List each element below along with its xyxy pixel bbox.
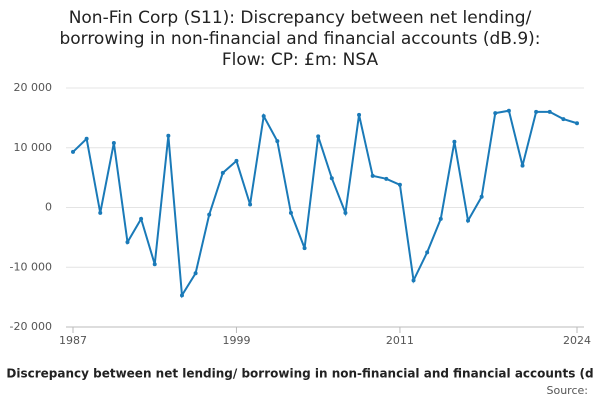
- point: [111, 140, 116, 145]
- x-tick-label: 1999: [222, 334, 250, 347]
- y-tick-label: 20 000: [14, 81, 53, 94]
- point: [125, 240, 130, 245]
- point: [207, 212, 212, 217]
- point: [506, 108, 511, 113]
- point: [547, 109, 552, 114]
- point: [193, 271, 198, 276]
- point: [166, 133, 171, 138]
- point: [438, 216, 443, 221]
- point: [234, 158, 239, 163]
- chart-title: borrowing in non-financial and financial…: [59, 29, 540, 49]
- point: [329, 176, 334, 181]
- point: [261, 114, 266, 119]
- point: [71, 149, 75, 154]
- chart-title: Flow: CP: £m: NSA: [222, 50, 379, 70]
- y-tick-label: -20 000: [10, 320, 52, 333]
- point: [357, 112, 362, 117]
- point: [139, 216, 144, 221]
- point: [98, 210, 103, 215]
- point: [220, 170, 225, 175]
- point: [152, 262, 157, 267]
- point: [411, 278, 416, 283]
- x-tick-label: 2024: [563, 334, 591, 347]
- y-tick-label: 10 000: [14, 141, 53, 154]
- point: [520, 163, 525, 168]
- point: [316, 134, 321, 139]
- point: [275, 139, 280, 144]
- point: [452, 139, 457, 144]
- point: [466, 218, 471, 223]
- point: [397, 182, 402, 187]
- point: [561, 117, 566, 122]
- series-line: [72, 109, 578, 299]
- point: [479, 194, 484, 199]
- source: Source:: [547, 384, 589, 397]
- point: [370, 173, 375, 178]
- point: [248, 202, 253, 207]
- chart-title: Non-Fin Corp (S11): Discrepancy between …: [69, 8, 532, 28]
- point: [179, 293, 184, 298]
- point: [575, 121, 579, 126]
- x-axis-label: Discrepancy between net lending/ borrowi…: [6, 367, 593, 381]
- point: [425, 250, 430, 255]
- y-tick-label: -10 000: [10, 260, 52, 273]
- point: [534, 109, 539, 114]
- point: [343, 210, 348, 215]
- y-tick-label: 0: [45, 201, 52, 214]
- x-tick-label: 2011: [386, 334, 414, 347]
- point: [384, 176, 389, 181]
- point: [84, 136, 89, 141]
- point: [288, 210, 293, 215]
- x-tick-label: 1987: [59, 334, 87, 347]
- point: [302, 246, 307, 251]
- point: [493, 111, 498, 116]
